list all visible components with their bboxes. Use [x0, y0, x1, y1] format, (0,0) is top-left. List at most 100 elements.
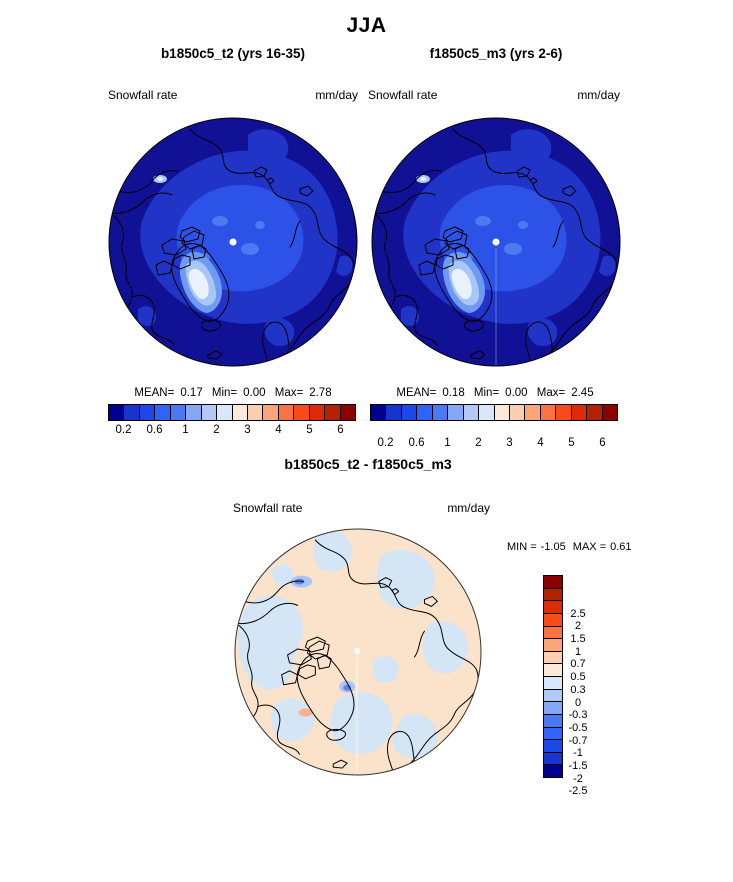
colorbar-cell — [232, 405, 248, 420]
diff-min-label: MIN = — [507, 541, 537, 553]
colorbar-cell — [544, 651, 562, 665]
left-max-value: 2.78 — [309, 387, 332, 399]
panel-left-stats: MEAN= 0.17 Min= 0.00 Max= 2.78 — [108, 387, 358, 399]
colorbar-tick-label: 1 — [444, 437, 451, 449]
colorbar-cell — [401, 405, 418, 420]
colorbar-cell — [544, 752, 562, 766]
panel-left-title: b1850c5_t2 (yrs 16-35) — [160, 46, 306, 61]
colorbar-tick-label: 5 — [306, 424, 313, 436]
colorbar-cell — [544, 613, 562, 627]
colorbar-tick-label: -0.3 — [568, 709, 588, 722]
right-mean-value: 0.18 — [442, 387, 465, 399]
colorbar-cell — [544, 714, 562, 728]
map-diff — [234, 528, 482, 776]
colorbar-tick-label: -1.5 — [568, 759, 588, 772]
map-left-outline — [108, 117, 358, 367]
colorbar-cell — [201, 405, 218, 420]
colorbar-cell — [544, 639, 562, 652]
colorbar-cell — [571, 405, 588, 420]
panel-right-stats: MEAN= 0.18 Min= 0.00 Max= 2.45 — [370, 387, 620, 399]
colorbar-cell — [417, 405, 433, 420]
colorbar-left — [108, 404, 356, 421]
colorbar-cell — [463, 405, 480, 420]
colorbar-tick-label: 1 — [574, 645, 582, 658]
diff-min-value: -1.05 — [540, 541, 566, 553]
colorbar-cell — [544, 601, 562, 614]
colorbar-cell — [525, 405, 541, 420]
map-diff-outline — [234, 528, 482, 776]
colorbar-tick-label: 1 — [182, 424, 189, 436]
colorbar-tick-label: 6 — [599, 437, 606, 449]
colorbar-cell — [294, 405, 310, 420]
colorbar-cell — [544, 588, 562, 602]
panel-diff-units-label: mm/day — [447, 501, 490, 515]
right-max-label: Max= — [536, 387, 566, 399]
colorbar-tick-label: -2.5 — [568, 785, 588, 798]
colorbar-cell — [155, 405, 171, 420]
colorbar-tick-label: 1.5 — [570, 633, 586, 646]
colorbar-tick-label: -1 — [573, 747, 583, 760]
map-right-outline — [371, 117, 621, 367]
figure-title: JJA — [346, 14, 387, 37]
colorbar-cell — [544, 740, 562, 753]
colorbar-tick-label: 3 — [506, 437, 513, 449]
colorbar-cell — [602, 405, 617, 420]
map-diff-pole-dot — [354, 648, 360, 654]
colorbar-tick-label: -2 — [573, 772, 583, 785]
colorbar-cell — [371, 405, 387, 420]
colorbar-cell — [479, 405, 495, 420]
colorbar-tick-label: 0.5 — [570, 671, 586, 684]
left-max-label: Max= — [274, 387, 304, 399]
colorbar-cell — [448, 405, 464, 420]
colorbar-cell — [544, 727, 562, 741]
right-max-value: 2.45 — [571, 387, 594, 399]
colorbar-right-ticks: 0.2 0.6 1 2 3 4 5 6 — [370, 437, 618, 450]
colorbar-cell — [494, 405, 510, 420]
colorbar-cell — [544, 702, 562, 715]
colorbar-cell — [340, 405, 355, 420]
colorbar-cell — [325, 405, 341, 420]
colorbar-tick-label: 4 — [275, 424, 282, 436]
map-left-pole-dot — [229, 238, 237, 246]
right-mean-label: MEAN= — [396, 387, 437, 399]
colorbar-diff — [543, 575, 563, 778]
colorbar-cell — [556, 405, 572, 420]
colorbar-tick-label: 2 — [213, 424, 220, 436]
colorbar-tick-label: 0.2 — [377, 437, 394, 449]
colorbar-cell — [217, 405, 233, 420]
panel-diff-stats: MIN = -1.05 MAX = 0.61 — [505, 541, 634, 553]
colorbar-cell — [432, 405, 449, 420]
colorbar-cell — [109, 405, 125, 420]
colorbar-cell — [124, 405, 140, 420]
colorbar-cell — [544, 677, 562, 690]
colorbar-tick-label: 5 — [568, 437, 575, 449]
colorbar-cell — [309, 405, 326, 420]
colorbar-tick-label: 2 — [574, 620, 582, 633]
map-right — [371, 117, 621, 367]
colorbar-left-ticks: 0.2 0.6 1 2 3 4 5 6 — [108, 424, 356, 437]
colorbar-cell — [544, 689, 562, 703]
panel-diff-field-label: Snowfall rate — [233, 501, 303, 515]
right-min-value: 0.00 — [505, 387, 528, 399]
colorbar-tick-label: -0.7 — [568, 734, 588, 747]
left-mean-label: MEAN= — [134, 387, 175, 399]
colorbar-tick-label: 0.6 — [408, 437, 425, 449]
panel-right-label-row: Snowfall rate mm/day — [368, 88, 620, 102]
diff-max-label: MAX = — [572, 541, 607, 553]
colorbar-cell — [587, 405, 603, 420]
panel-right-title: f1850c5_m3 (yrs 2-6) — [429, 46, 563, 61]
map-left — [108, 117, 358, 367]
colorbar-cell — [544, 576, 562, 589]
colorbar-right — [370, 404, 618, 421]
colorbar-tick-label: 0.2 — [115, 424, 132, 436]
left-min-label: Min= — [211, 387, 238, 399]
colorbar-cell — [186, 405, 202, 420]
panel-left-field-label: Snowfall rate — [108, 88, 178, 102]
colorbar-cell — [544, 626, 562, 640]
colorbar-cell — [170, 405, 187, 420]
panel-diff-label-row: Snowfall rate mm/day — [233, 501, 490, 515]
colorbar-cell — [540, 405, 557, 420]
colorbar-cell — [544, 765, 562, 777]
panel-right-field-label: Snowfall rate — [368, 88, 438, 102]
